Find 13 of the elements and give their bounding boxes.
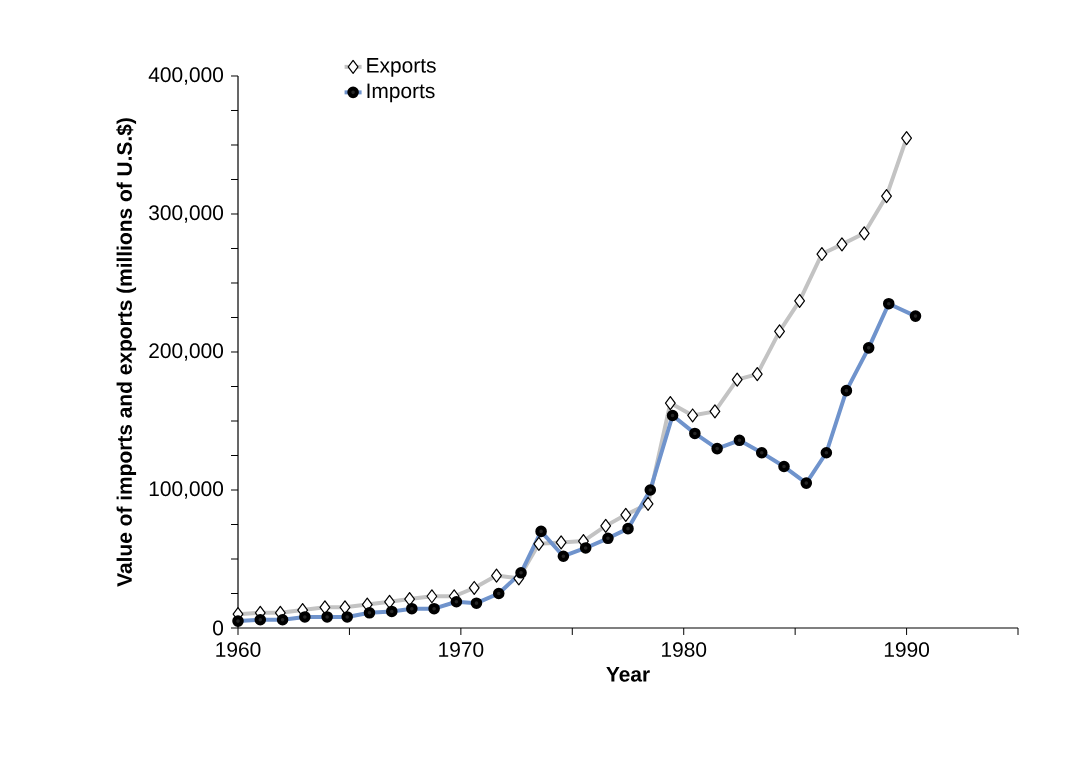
legend-label: Imports bbox=[367, 83, 435, 103]
y-tick-label: 0 bbox=[213, 620, 224, 636]
legend-label: Exports bbox=[367, 58, 436, 77]
y-tick-label: 100,000 bbox=[149, 481, 224, 499]
x-axis-title: Year bbox=[606, 667, 650, 682]
y-tick-label: 300,000 bbox=[149, 205, 224, 223]
x-tick-label: 1970 bbox=[439, 642, 484, 657]
x-tick-label: 1960 bbox=[216, 642, 261, 657]
x-tick-label: 1980 bbox=[662, 642, 707, 657]
y-axis-title: Value of imports and exports (millions of U.S.$) bbox=[116, 118, 137, 587]
x-tick-label: 1990 bbox=[884, 642, 930, 657]
y-tick-label: 200,000 bbox=[149, 343, 224, 361]
y-tick-label: 400,000 bbox=[148, 67, 224, 85]
